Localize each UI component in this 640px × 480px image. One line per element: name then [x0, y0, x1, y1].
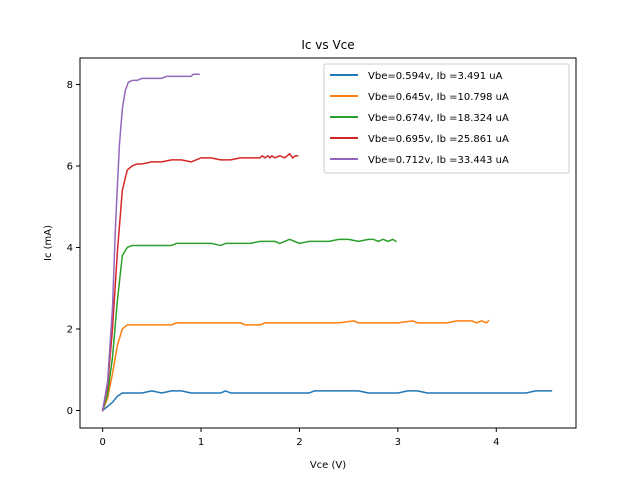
legend-box: [323, 63, 570, 174]
y-axis-label: Ic (mA): [43, 225, 54, 261]
legend-entry-label: Vbe=0.594v, Ib =3.491 uA: [368, 71, 503, 82]
legend-entry-label: Vbe=0.645v, Ib =10.798 uA: [368, 92, 509, 103]
legend-entry-label: Vbe=0.674v, Ib =18.324 uA: [368, 113, 509, 124]
x-axis-label: Vce (V): [310, 460, 346, 471]
chart-title: Ic vs Vce: [301, 38, 354, 52]
legend-entry-label: Vbe=0.695v, Ib =25.861 uA: [368, 134, 509, 145]
y-tick-label: 0: [67, 406, 73, 417]
x-tick-label: 1: [198, 437, 204, 448]
plot-frame: [79, 57, 577, 429]
series-line-2: [101, 319, 490, 412]
y-tick-label: 2: [67, 324, 73, 335]
x-axis: 0 1 2 3 4: [99, 428, 499, 448]
y-tick-label: 8: [67, 80, 73, 91]
x-tick-label: 0: [99, 437, 105, 448]
series-line-1: [101, 390, 553, 412]
x-tick-label: 2: [296, 437, 302, 448]
series-line-4: [101, 153, 299, 412]
x-tick-label: 3: [395, 437, 401, 448]
x-tick-label: 4: [493, 437, 499, 448]
series-line-3: [101, 238, 397, 412]
legend-entry-label: Vbe=0.712v, Ib =33.443 uA: [368, 155, 509, 166]
y-tick-label: 4: [67, 243, 73, 254]
y-axis: 0 2 4 6 8: [67, 80, 80, 417]
series-line-5: [101, 73, 200, 412]
y-tick-label: 6: [67, 161, 73, 172]
series-group: [101, 73, 553, 412]
legend: Vbe=0.594v, Ib =3.491 uA Vbe=0.645v, Ib =…: [323, 63, 570, 174]
